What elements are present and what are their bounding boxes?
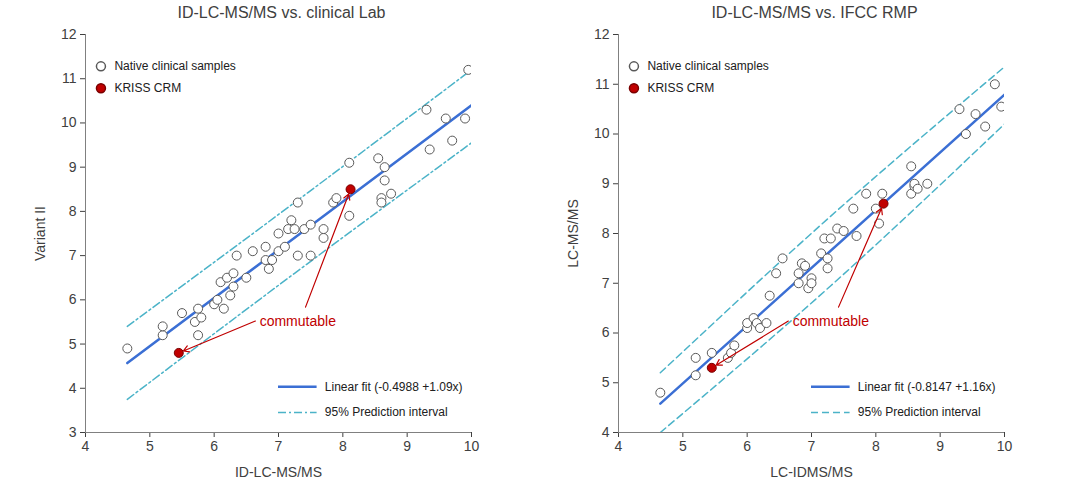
- svg-text:4: 4: [69, 380, 77, 396]
- svg-text:Linear fit (-0.4988 +1.09x): Linear fit (-0.4988 +1.09x): [325, 380, 463, 394]
- svg-text:11: 11: [595, 76, 610, 92]
- svg-text:KRISS CRM: KRISS CRM: [647, 81, 714, 95]
- svg-text:commutable: commutable: [260, 313, 336, 329]
- svg-text:5: 5: [602, 374, 610, 390]
- svg-text:9: 9: [602, 175, 610, 191]
- svg-text:3: 3: [69, 424, 77, 440]
- svg-text:12: 12: [61, 26, 77, 42]
- svg-text:5: 5: [146, 438, 154, 454]
- svg-text:10: 10: [594, 125, 610, 141]
- svg-text:12: 12: [594, 26, 610, 42]
- svg-text:9: 9: [936, 438, 944, 454]
- svg-text:6: 6: [69, 291, 77, 307]
- svg-text:7: 7: [69, 247, 77, 263]
- html-text:ID-LC-MS/MS vs. IFCC RMP: ID-LC-MS/MS vs. IFCC RMP: [711, 4, 918, 21]
- svg-text:95% Prediction interval: 95% Prediction interval: [325, 405, 448, 419]
- svg-text:4: 4: [602, 424, 610, 440]
- svg-text:8: 8: [69, 203, 77, 219]
- svg-text:9: 9: [69, 159, 77, 175]
- svg-text:5: 5: [679, 438, 687, 454]
- svg-text:LC-MS/MS: LC-MS/MS: [565, 199, 581, 267]
- svg-text:Native clinical samples: Native clinical samples: [647, 59, 768, 73]
- svg-text:LC-IDMS/MS: LC-IDMS/MS: [770, 464, 852, 480]
- svg-text:7: 7: [275, 438, 283, 454]
- svg-text:9: 9: [403, 438, 411, 454]
- svg-text:8: 8: [602, 225, 610, 241]
- svg-text:commutable: commutable: [793, 313, 869, 329]
- svg-text:8: 8: [339, 438, 347, 454]
- svg-text:11: 11: [62, 70, 77, 86]
- svg-text:95% Prediction interval: 95% Prediction interval: [858, 405, 981, 419]
- svg-text:Linear fit (-0.8147 +1.16x): Linear fit (-0.8147 +1.16x): [858, 380, 996, 394]
- svg-text:5: 5: [69, 336, 77, 352]
- svg-text:10: 10: [997, 438, 1013, 454]
- svg-text:6: 6: [602, 324, 610, 340]
- svg-text:6: 6: [743, 438, 751, 454]
- svg-text:ID-LC-MS/MS: ID-LC-MS/MS: [235, 464, 322, 480]
- svg-text:7: 7: [602, 275, 610, 291]
- svg-text:8: 8: [872, 438, 880, 454]
- svg-text:Variant II: Variant II: [32, 206, 48, 261]
- svg-text:Native clinical samples: Native clinical samples: [114, 59, 235, 73]
- svg-text:10: 10: [464, 438, 480, 454]
- svg-text:10: 10: [61, 114, 77, 130]
- svg-text:6: 6: [210, 438, 218, 454]
- svg-text:KRISS CRM: KRISS CRM: [114, 81, 181, 95]
- svg-text:7: 7: [808, 438, 816, 454]
- svg-text:4: 4: [615, 438, 623, 454]
- svg-text:4: 4: [82, 438, 90, 454]
- html-text:ID-LC-MS/MS vs. clinical Lab: ID-LC-MS/MS vs. clinical Lab: [177, 4, 386, 21]
